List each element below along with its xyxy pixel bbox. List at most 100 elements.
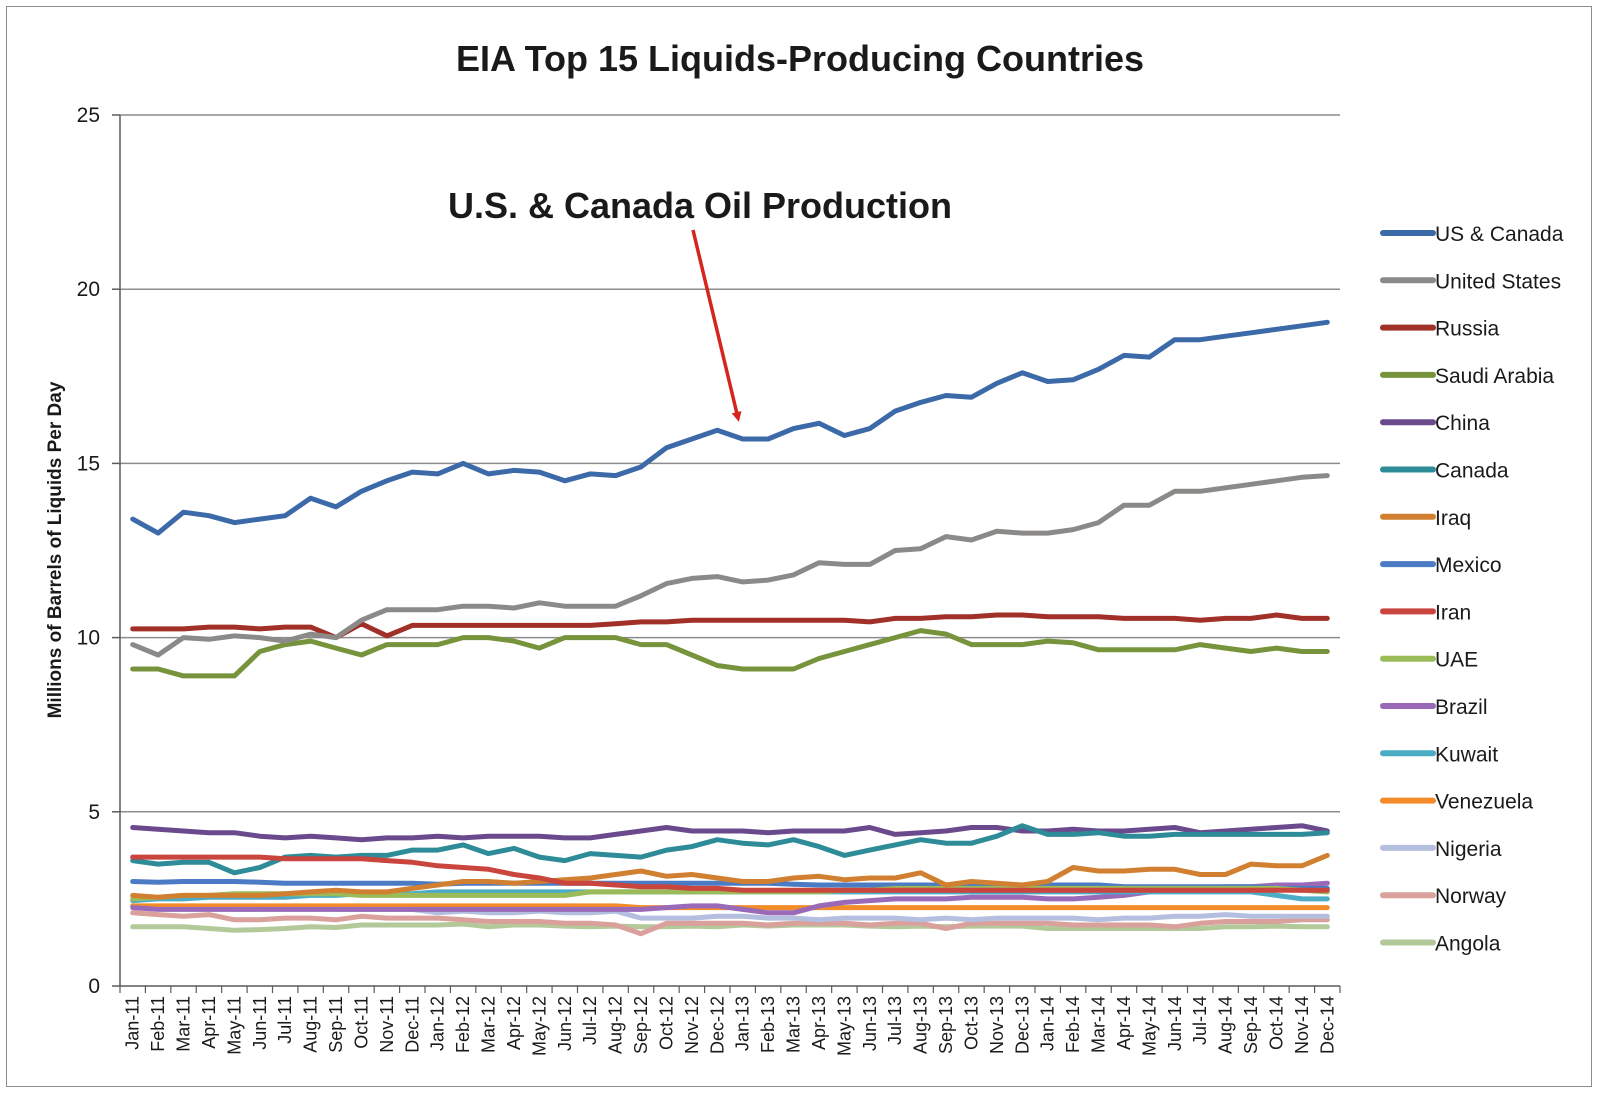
legend-item-china: China bbox=[1380, 412, 1490, 435]
legend-item-us-canada: US & Canada bbox=[1380, 223, 1564, 246]
legend-label: China bbox=[1435, 412, 1490, 435]
legend-item-nigeria: Nigeria bbox=[1380, 838, 1502, 861]
legend-item-iraq: Iraq bbox=[1380, 507, 1471, 530]
legend-item-saudi-arabia: Saudi Arabia bbox=[1380, 365, 1554, 388]
x-tick-label: Apr-14 bbox=[1114, 996, 1134, 1050]
x-tick-label: Dec-13 bbox=[1012, 996, 1032, 1054]
y-tick-label: 0 bbox=[88, 975, 100, 998]
annotation-arrow bbox=[691, 229, 742, 422]
series-lines bbox=[130, 319, 1330, 937]
x-tick-label: Nov-14 bbox=[1292, 996, 1312, 1054]
legend-label: Kuwait bbox=[1435, 743, 1498, 766]
x-tick-label: May-14 bbox=[1139, 996, 1159, 1056]
x-tick-label: Jun-14 bbox=[1165, 996, 1185, 1051]
x-tick-label: May-12 bbox=[529, 996, 549, 1056]
legend-item-brazil: Brazil bbox=[1380, 696, 1488, 719]
x-tick-label: Jun-13 bbox=[860, 996, 880, 1051]
x-tick-label: Sep-14 bbox=[1241, 996, 1261, 1054]
x-tick-label: Apr-12 bbox=[504, 996, 524, 1050]
x-tick-label: Nov-12 bbox=[682, 996, 702, 1054]
x-tick-label: Sep-13 bbox=[936, 996, 956, 1054]
x-tick-label: Aug-14 bbox=[1216, 996, 1236, 1054]
y-tick-label: 15 bbox=[77, 452, 100, 475]
series-line-us-canada bbox=[130, 319, 1330, 536]
legend-label: Russia bbox=[1435, 318, 1500, 341]
legend-item-venezuela: Venezuela bbox=[1380, 791, 1533, 814]
x-tick-label: May-13 bbox=[834, 996, 854, 1056]
y-tick-label: 20 bbox=[77, 278, 100, 301]
x-tick-label: Feb-11 bbox=[148, 996, 168, 1052]
x-tick-label: Dec-12 bbox=[707, 996, 727, 1054]
x-tick-label: Jul-13 bbox=[885, 996, 905, 1045]
legend-label: Norway bbox=[1435, 885, 1507, 908]
series-line-iran bbox=[130, 854, 1330, 893]
legend-item-angola: Angola bbox=[1380, 933, 1501, 956]
x-tick-label: Apr-11 bbox=[199, 996, 219, 1049]
legend-item-norway: Norway bbox=[1380, 885, 1507, 908]
legend-item-united-states: United States bbox=[1380, 270, 1561, 293]
series-line-iraq bbox=[130, 852, 1330, 900]
x-tick-label: Oct-12 bbox=[656, 996, 676, 1050]
x-tick-label: Jun-12 bbox=[555, 996, 575, 1051]
x-tick-label: Sep-12 bbox=[631, 996, 651, 1054]
series-line-saudi-arabia bbox=[130, 628, 1330, 679]
x-tick-label: Aug-11 bbox=[301, 996, 321, 1053]
legend-item-canada: Canada bbox=[1380, 460, 1509, 483]
x-tick-label: Oct-13 bbox=[961, 996, 981, 1050]
series-line-angola bbox=[130, 921, 1330, 933]
x-tick-label: Nov-13 bbox=[987, 996, 1007, 1054]
x-tick-label: Dec-11 bbox=[402, 996, 422, 1053]
x-tick-label: Sep-11 bbox=[326, 996, 346, 1053]
x-tick-label: Mar-11 bbox=[174, 996, 194, 1052]
series-line-brazil bbox=[130, 880, 1330, 916]
legend-label: UAE bbox=[1435, 649, 1478, 672]
legend-item-mexico: Mexico bbox=[1380, 554, 1502, 577]
x-tick-label: Nov-11 bbox=[377, 996, 397, 1053]
x-tick-label: Jun-11 bbox=[250, 996, 270, 1050]
x-tick-label: Jan-11 bbox=[123, 996, 143, 1050]
x-tick-label: Oct-11 bbox=[351, 996, 371, 1049]
legend-label: Saudi Arabia bbox=[1435, 365, 1554, 388]
x-tick-label: Feb-12 bbox=[453, 996, 473, 1053]
x-tick-label: Jul-12 bbox=[580, 996, 600, 1045]
legend-item-iran: Iran bbox=[1380, 601, 1471, 624]
x-tick-label: Feb-13 bbox=[758, 996, 778, 1053]
legend-label: Angola bbox=[1435, 933, 1501, 956]
series-line-china bbox=[130, 823, 1330, 843]
series-line-norway bbox=[130, 910, 1330, 937]
x-tick-label: Mar-12 bbox=[479, 996, 499, 1053]
x-tick-label: Jul-11 bbox=[275, 996, 295, 1044]
x-tick-label: Aug-12 bbox=[606, 996, 626, 1054]
legend-label: Iraq bbox=[1435, 507, 1471, 530]
y-tick-label: 10 bbox=[77, 627, 100, 650]
x-tick-label: Oct-14 bbox=[1266, 996, 1286, 1050]
legend-label: Nigeria bbox=[1435, 838, 1502, 861]
legend-item-kuwait: Kuwait bbox=[1380, 743, 1498, 766]
x-tick-label: Dec-14 bbox=[1317, 996, 1337, 1054]
legend: US & Canada United States Russia Saudi Arab… bbox=[1380, 223, 1564, 956]
annotation-text: U.S. & Canada Oil Production bbox=[448, 185, 952, 226]
series-line-united-states bbox=[130, 473, 1330, 658]
x-tick-label: Jan-13 bbox=[733, 996, 753, 1051]
x-tick-label: Feb-14 bbox=[1063, 996, 1083, 1053]
legend-item-uae: UAE bbox=[1380, 649, 1478, 672]
y-tick-label: 5 bbox=[88, 801, 100, 824]
legend-label: Venezuela bbox=[1435, 791, 1533, 814]
legend-label: United States bbox=[1435, 270, 1561, 293]
x-tick-label: Jul-14 bbox=[1190, 996, 1210, 1045]
x-tick-label: Jan-12 bbox=[428, 996, 448, 1051]
axes: 0 5 10 15 20 25 Jan-11 Feb-11 Mar-11 Apr-11 May-11… bbox=[77, 104, 1341, 1056]
annotation: U.S. & Canada Oil Production bbox=[448, 185, 952, 422]
legend-label: Iran bbox=[1435, 601, 1471, 624]
legend-label: Canada bbox=[1435, 460, 1509, 483]
x-tick-label: Apr-13 bbox=[809, 996, 829, 1050]
legend-label: Brazil bbox=[1435, 696, 1488, 719]
x-tick-label: Mar-13 bbox=[784, 996, 804, 1053]
chart-title: EIA Top 15 Liquids-Producing Countries bbox=[456, 38, 1144, 79]
y-tick-label: 25 bbox=[77, 104, 100, 127]
x-tick-label: Aug-13 bbox=[911, 996, 931, 1054]
legend-label: US & Canada bbox=[1435, 223, 1564, 246]
y-axis-label: Millions of Barrels of Liquids Per Day bbox=[45, 381, 66, 718]
legend-label: Mexico bbox=[1435, 554, 1502, 577]
